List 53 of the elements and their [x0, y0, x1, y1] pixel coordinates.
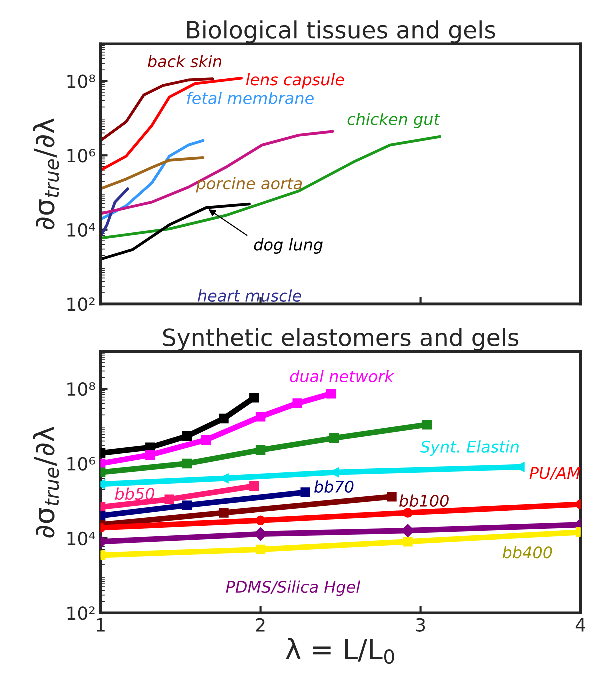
x-tick-label: 2: [256, 618, 265, 632]
x-axis-title: λ = L/L$_{0}$: [286, 638, 394, 664]
point: [300, 488, 310, 498]
y-axis-title: ∂σ$_{true}$/∂λ: [33, 118, 60, 230]
point: [326, 389, 336, 399]
point: [387, 492, 397, 502]
point: [250, 481, 260, 492]
series-label: back skin: [148, 55, 222, 68]
line-series: [100, 202, 251, 261]
point: [182, 458, 192, 469]
series-label: bb100: [400, 494, 449, 508]
point: [219, 508, 229, 518]
y-tick-label: 10⁸: [68, 382, 96, 396]
series-label: lens capsule: [246, 73, 344, 89]
y-tick-label: 10²: [68, 298, 95, 312]
series-label: bb400: [502, 546, 552, 559]
line-series: [100, 135, 442, 240]
point: [250, 393, 260, 403]
point: [202, 435, 212, 445]
point: [292, 398, 302, 408]
chart-title: Biological tissues and gels: [187, 20, 496, 44]
text: fetal membrane: [187, 92, 314, 104]
point: [219, 414, 229, 424]
point: [182, 500, 192, 510]
point: [182, 432, 192, 442]
series-label: Synt. Elastin: [420, 440, 519, 456]
text: dog lung: [254, 238, 323, 254]
point: [330, 433, 340, 444]
x-tick-label: 1: [97, 618, 105, 632]
series-label: bb50: [115, 488, 154, 500]
point: [256, 412, 266, 422]
y-tick-label: 10⁴: [68, 532, 96, 546]
chart-title: Synthetic elastomers and gels: [163, 328, 519, 352]
series-label: porcine aorta: [196, 177, 302, 193]
point: [146, 450, 156, 460]
point: [422, 420, 432, 430]
y-tick-label: 10⁸: [68, 74, 96, 88]
point: [164, 494, 174, 504]
y-tick-label: 10⁴: [68, 223, 96, 238]
series-label: chicken gut: [348, 113, 440, 128]
x-tick-label: 4: [576, 618, 586, 632]
text: heart muscle: [198, 290, 302, 302]
y-axis-title: ∂σ$_{true}$/∂λ: [33, 426, 60, 538]
y-tick-label: 10⁶: [68, 149, 96, 163]
point: [256, 445, 266, 456]
text: PDMS/Silica Hgel: [226, 580, 360, 596]
x-tick-label: 3: [416, 618, 426, 632]
y-tick-label: 10²: [68, 606, 95, 620]
series-label: dual network: [290, 370, 394, 383]
line-series: [100, 188, 130, 238]
line-series: [100, 130, 334, 216]
series-label: bb70: [314, 480, 354, 493]
y-tick-label: 10⁶: [68, 457, 96, 471]
